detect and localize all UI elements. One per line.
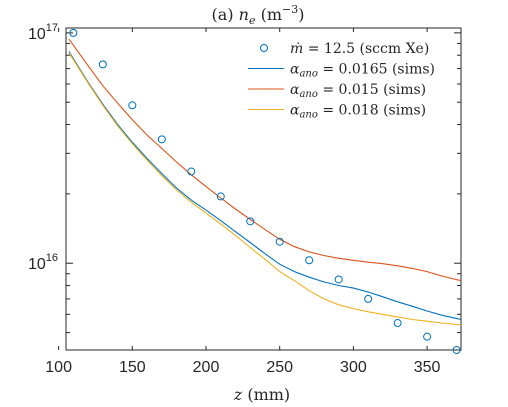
data-point bbox=[334, 275, 343, 284]
plot-area bbox=[58, 27, 462, 354]
data-point bbox=[128, 101, 137, 110]
data-point bbox=[364, 294, 373, 303]
x-tick-label: 100 bbox=[45, 359, 72, 376]
x-tick-label: 300 bbox=[340, 359, 367, 376]
y-tick-label: 1016 bbox=[28, 252, 58, 273]
data-point bbox=[216, 192, 225, 201]
data-point bbox=[423, 332, 432, 341]
legend: ṁ = 12.5 (sccm Xe) αano = 0.0165 (sims) αa… bbox=[248, 41, 435, 121]
series-group bbox=[68, 38, 461, 326]
data-point bbox=[98, 60, 107, 69]
x-tick-label: 250 bbox=[266, 359, 293, 376]
series-line bbox=[68, 38, 461, 282]
series-line bbox=[68, 52, 461, 326]
series-line bbox=[68, 51, 461, 321]
x-axis-label: z (mm) bbox=[233, 385, 290, 404]
legend-entry: ṁ = 12.5 (sccm Xe) bbox=[290, 41, 429, 57]
chart-title: (a) ne (m−3) bbox=[212, 3, 305, 27]
legend-marker bbox=[260, 44, 268, 52]
data-point bbox=[187, 167, 196, 176]
tick-labels: 100 150 200 250 300 350 1016 1017 bbox=[28, 22, 441, 376]
data-point bbox=[246, 217, 255, 226]
x-tick-label: 350 bbox=[414, 359, 441, 376]
data-point bbox=[157, 135, 166, 144]
legend-entry: αano = 0.0165 (sims) bbox=[290, 62, 435, 80]
data-point bbox=[69, 28, 78, 37]
y-tick-label: 1017 bbox=[28, 22, 58, 43]
data-point bbox=[452, 346, 461, 354]
data-point bbox=[275, 237, 284, 246]
data-point bbox=[393, 319, 402, 328]
data-point bbox=[305, 256, 314, 265]
axes-box bbox=[65, 27, 462, 351]
x-tick-label: 200 bbox=[193, 359, 220, 376]
legend-entry: αano = 0.015 (sims) bbox=[290, 82, 426, 100]
x-tick-label: 150 bbox=[119, 359, 146, 376]
legend-entry: αano = 0.018 (sims) bbox=[290, 103, 426, 121]
